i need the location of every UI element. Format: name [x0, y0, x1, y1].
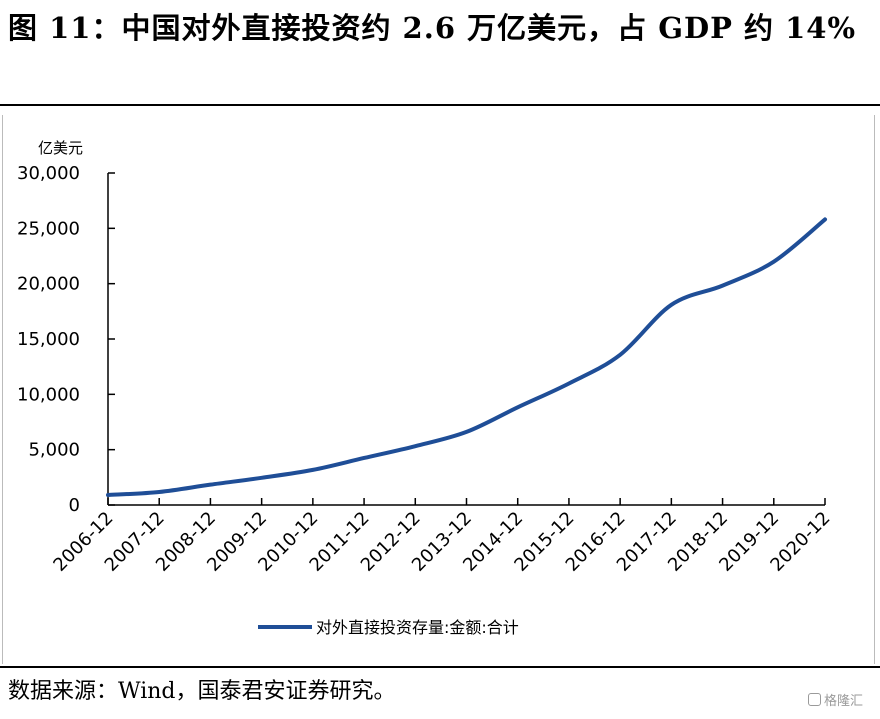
series-point [669, 303, 673, 307]
legend[interactable]: 对外直接投资存量:金额:合计 [258, 618, 519, 637]
chart-frame-right [874, 115, 875, 664]
series-point [362, 456, 366, 460]
y-tick-label: 20,000 [17, 274, 80, 295]
y-tick-label: 5,000 [28, 440, 80, 461]
y-tick-label: 10,000 [17, 384, 80, 405]
y-axis: 0 5,000 10,000 15,000 20,000 25,000 30,000 [17, 163, 115, 516]
y-tick-label: 25,000 [17, 218, 80, 239]
series-group [106, 217, 827, 497]
series-line [106, 217, 827, 497]
watermark-text: 格隆汇 [824, 694, 864, 709]
series-point [567, 381, 571, 385]
series-point [465, 430, 469, 434]
line-chart: 亿美元 0 5,000 10,000 15,000 20,000 25,000 30,000… [17, 139, 835, 637]
y-tick-label: 30,000 [17, 163, 80, 184]
series-point [618, 353, 622, 357]
series-point [516, 405, 520, 409]
y-tick-label: 15,000 [17, 329, 80, 350]
series-point [823, 217, 827, 221]
series-point [208, 483, 212, 487]
watermark: 格隆汇 [808, 690, 863, 709]
series-point [413, 444, 417, 448]
source-note: 数据来源：Wind，国泰君安证券研究。 [8, 679, 396, 704]
series-point [260, 476, 264, 480]
series-point [721, 284, 725, 288]
watermark-logo-icon [808, 693, 821, 706]
chart-frame-left [2, 115, 3, 664]
footer-rule [0, 666, 880, 668]
series-point [106, 493, 110, 497]
y-tick-label: 0 [69, 495, 80, 516]
series-point [311, 468, 315, 472]
legend-label: 对外直接投资存量:金额:合计 [316, 618, 519, 637]
series-point [157, 490, 161, 494]
y-unit-label: 亿美元 [38, 139, 83, 157]
series-point [772, 260, 776, 264]
x-axis: 2006-122007-122008-122009-122010-122011-… [49, 498, 835, 576]
title-rule [0, 104, 880, 106]
figure-title: 图 11：中国对外直接投资约 2.6 万亿美元，占 GDP 约 14% [8, 11, 857, 45]
